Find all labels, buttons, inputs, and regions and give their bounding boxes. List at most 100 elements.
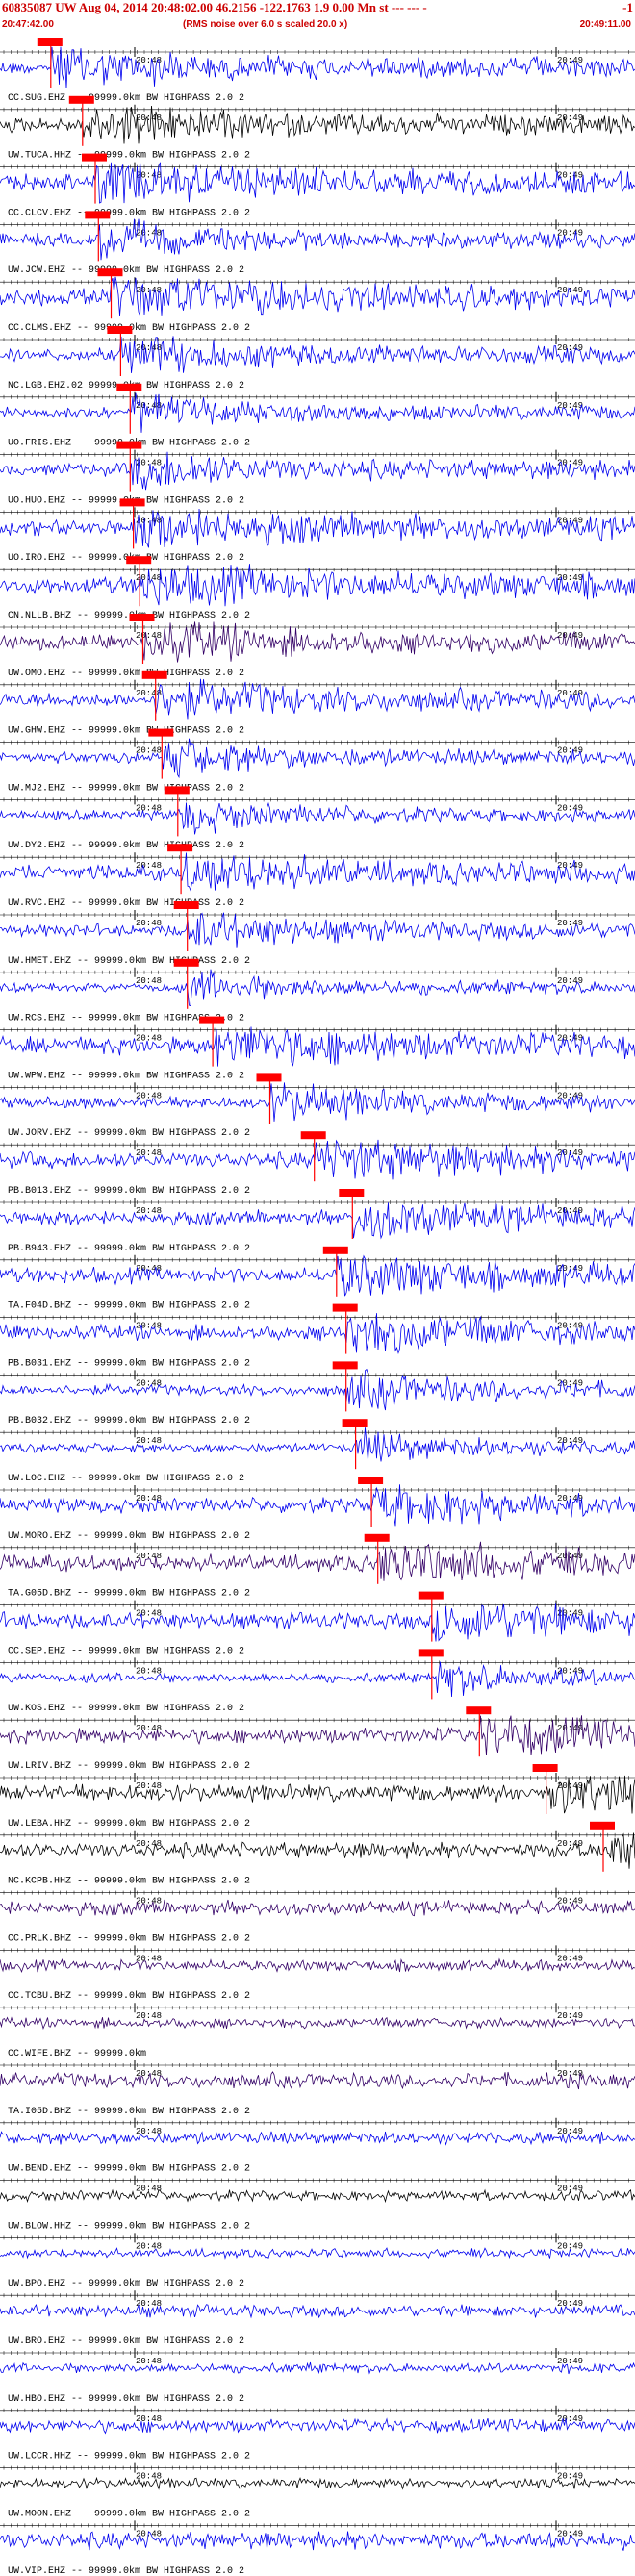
noise-note: (RMS noise over 6.0 s scaled 20.0 x) [183,19,348,30]
minute-mark: 20:48 [136,1206,162,1216]
minute-mark: 20:49 [557,2069,583,2079]
minute-mark: 20:49 [557,1781,583,1791]
minute-mark: 20:48 [136,1149,162,1158]
waveform-trace [0,2071,635,2090]
waveform-trace [0,678,635,720]
waveform-trace [0,1026,635,1067]
pick-flag [364,1533,390,1542]
waveform-trace [0,1957,635,1974]
channel-label: UW.GHW.EHZ -- 99999.0km BW HIGHPASS 2.0 … [8,725,244,737]
minute-mark: 20:49 [557,1378,583,1388]
minute-mark: 20:49 [557,1954,583,1963]
waveform-trace [0,276,635,316]
waveform-trace [0,1715,635,1755]
waveform-trace [0,912,635,948]
channel-label: UW.MJ2.EHZ -- 99999.0km BW HIGHPASS 2.0 … [8,782,244,794]
pick-flag [37,38,63,46]
channel-label: TA.F04D.BHZ -- 99999.0km BW HIGHPASS 2.0… [8,1301,250,1312]
minute-mark: 20:48 [136,573,162,583]
pick-flag [129,614,155,621]
channel-row: 20:48 20:49 CC.CLCV.EHZ -- 99999.0km BW HI… [0,207,635,262]
waveform-trace [0,508,635,548]
minute-mark: 20:49 [557,228,583,238]
minute-mark: 20:49 [557,2011,583,2021]
minute-mark: 20:49 [557,2299,583,2309]
waveform-trace [0,738,635,779]
pick-flag [332,1361,358,1370]
minute-mark: 20:49 [557,343,583,353]
channel-label: UW.LRIV.BHZ -- 99999.0km BW HIGHPASS 2.0… [8,1760,250,1772]
channel-row: 20:48 20:49 CC.PRLK.BHZ -- 99999.0km BW HI… [0,1932,635,1974]
channel-row: 20:48 20:49 UW.BLOW.HHZ -- 99999.0km BW HI… [0,2220,635,2260]
channel-label: PB.B031.EHZ -- 99999.0km BW HIGHPASS 2.0… [8,1357,250,1369]
minute-mark: 20:48 [136,1724,162,1733]
minute-mark: 20:48 [136,2472,162,2482]
channel-label: CC.CLCV.EHZ -- 99999.0km BW HIGHPASS 2.0… [8,207,250,218]
minute-mark: 20:49 [557,2241,583,2251]
minute-mark: 20:49 [557,2185,583,2194]
pick-flag [466,1706,492,1715]
minute-mark: 20:48 [136,2069,162,2079]
pick-flag [590,1821,615,1830]
waveform-trace [0,161,635,204]
channel-label: UW.BLOW.HHZ -- 99999.0km BW HIGHPASS 2.0… [8,2220,250,2232]
minute-mark: 20:48 [136,1839,162,1849]
channel-row: 20:48 20:49 TA.I05D.BHZ -- 99999.0km BW HI… [0,2106,635,2146]
channel-row: 20:48 20:49 UW.RVC.EHZ -- 99999.0km BW HIG… [0,897,635,951]
minute-mark: 20:48 [136,56,162,65]
waveform-trace [0,1427,635,1462]
minute-mark: 20:48 [136,459,162,468]
waveform-trace [0,2361,635,2375]
channel-label: TA.G05D.BHZ -- 99999.0km BW HIGHPASS 2.0… [8,1588,250,1600]
waveform-trace [0,2188,635,2204]
channel-row: 20:48 20:49 UW.HBO.EHZ -- 99999.0km BW HIG… [0,2393,635,2435]
channel-label: UW.BEND.EHZ -- 99999.0km BW HIGHPASS 2.0… [8,2163,250,2175]
minute-mark: 20:48 [136,746,162,756]
channel-row: 20:48 20:49 CC.SEP.EHZ -- 99999.0km BW HIG… [0,1645,635,1700]
minute-mark: 20:48 [136,516,162,525]
channel-row: 20:48 20:49 UW.LEBA.HHZ -- 99999.0km BW HI… [0,1818,635,1872]
waveform-trace [0,1313,635,1355]
channel-label: CC.TCBU.BHZ -- 99999.0km BW HIGHPASS 2.0… [8,1990,250,2002]
channel-row: 20:48 20:49 UW.MORO.EHZ -- 99999.0km BW HI… [0,1530,635,1584]
pick-flag [82,153,107,162]
channel-label: UW.RCS.EHZ -- 99999.0km BW HIGHPASS 2.0 … [8,1013,244,1024]
minute-mark: 20:48 [136,976,162,986]
minute-mark: 20:49 [557,1839,583,1849]
minute-mark: 20:49 [557,1091,583,1100]
minute-mark: 20:49 [557,2472,583,2482]
pick-flag [300,1131,326,1140]
channel-row: 20:48 20:49 PB.B032.EHZ -- 99999.0km BW HI… [0,1415,635,1470]
channel-label: UW.OMO.EHZ -- 99999.0km BW HIGHPASS 2.0 … [8,668,244,679]
channel-row: 20:48 20:49 UW.HMET.EHZ -- 99999.0km BW HI… [0,955,635,1009]
minute-mark: 20:49 [557,2414,583,2424]
channel-label: UW.KOS.EHZ -- 99999.0km BW HIGHPASS 2.0 … [8,1703,244,1714]
channel-label: CC.SUG.EHZ -- 99999.0km BW HIGHPASS 2.0 … [8,92,244,104]
minute-mark: 20:49 [557,114,583,123]
minute-mark: 20:49 [557,689,583,698]
minute-mark: 20:48 [136,228,162,238]
waveform-trace [0,105,635,144]
channel-label: UW.DY2.EHZ -- 99999.0km BW HIGHPASS 2.0 … [8,840,244,851]
waveform-trace [0,218,635,261]
channel-label: UW.HBO.EHZ -- 99999.0km BW HIGHPASS 2.0 … [8,2393,244,2405]
channel-row: 20:48 20:49 UW.MJ2.EHZ -- 99999.0km BW HIG… [0,782,635,837]
channel-row: 20:48 20:49 UW.BRO.EHZ -- 99999.0km BW HIG… [0,2336,635,2375]
waveform-trace [0,1484,635,1527]
waveform-trace [0,451,635,491]
end-time: 20:49:11.00 [579,19,631,30]
pick-flag [418,1649,444,1657]
pick-flag [164,786,190,795]
waveform-trace [0,1661,635,1698]
minute-mark: 20:48 [136,1322,162,1331]
channel-label: UW.VIP.EHZ -- 99999.0km BW HIGHPASS 2.0 … [8,2565,244,2576]
minute-mark: 20:49 [557,56,583,65]
minute-mark: 20:48 [136,861,162,871]
channel-label: PB.B943.EHZ -- 99999.0km BW HIGHPASS 2.0… [8,1243,250,1254]
waveform-trace [0,1368,635,1411]
